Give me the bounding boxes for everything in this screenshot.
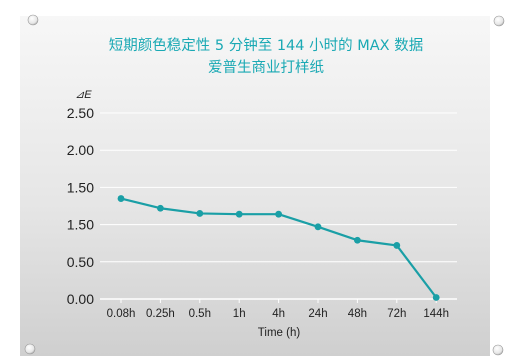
x-tick-label: 144h	[423, 308, 449, 320]
x-axis-label: Time (h)	[258, 327, 301, 339]
y-axis-unit-label: ⊿E	[75, 89, 92, 101]
data-point	[235, 210, 243, 218]
x-tick-label: 0.5h	[189, 308, 211, 320]
data-point	[432, 294, 440, 301]
x-tick-label: 24h	[308, 308, 327, 320]
pin-bottom-left	[24, 343, 36, 355]
chart-subtitle: 爱普生商业打样纸	[208, 59, 324, 76]
y-tick-label: 2.00	[67, 142, 94, 158]
data-point	[157, 204, 164, 212]
gridlines	[100, 112, 457, 303]
x-tick-label: 72h	[387, 308, 406, 320]
pin-top-left	[27, 14, 39, 26]
y-tick-label: 0.50	[67, 254, 94, 270]
data-point	[314, 223, 322, 231]
x-tick-label: 0.25h	[146, 308, 175, 320]
pin-bottom-right	[492, 344, 504, 356]
y-tick-label: 1.50	[67, 179, 94, 195]
y-tick-labels: 0.00 0.50 1.50 1.50 2.00 2.50	[67, 105, 94, 307]
x-tick-label: 4h	[272, 308, 285, 320]
x-tick-label: 1h	[233, 308, 246, 320]
x-tick-labels: 0.08h 0.25h 0.5h 1h 4h 24h 48h 72h 144h	[107, 308, 449, 320]
data-point	[354, 236, 361, 244]
chart-title: 短期颜色稳定性 5 分钟至 144 小时的 MAX 数据	[109, 37, 423, 54]
x-tick-label: 0.08h	[107, 308, 136, 320]
series-line-group	[117, 195, 440, 301]
data-point	[117, 195, 125, 202]
y-tick-label: 0.00	[67, 291, 94, 307]
data-point	[196, 210, 204, 217]
data-point	[275, 210, 282, 218]
y-tick-label: 1.50	[67, 217, 94, 233]
data-point	[393, 242, 401, 249]
pin-top-right	[493, 15, 505, 27]
y-tick-label: 2.50	[67, 105, 94, 121]
x-tick-label: 48h	[348, 308, 367, 320]
